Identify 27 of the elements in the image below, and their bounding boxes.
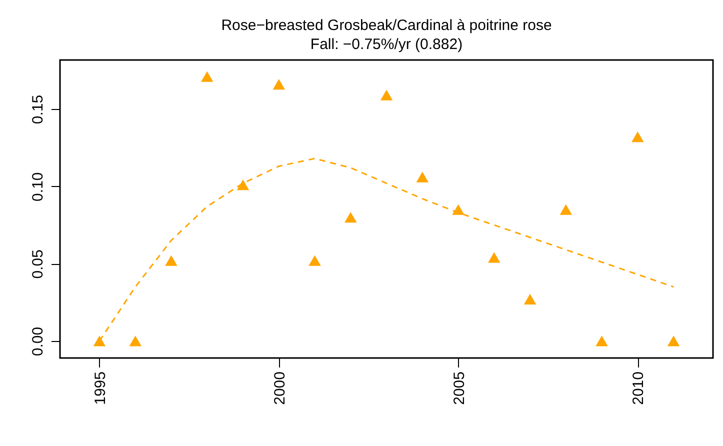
- point: [308, 255, 321, 266]
- point: [667, 336, 680, 346]
- y-tick-label: 0.15: [30, 94, 46, 124]
- point: [272, 78, 285, 90]
- y-tick-label: 0.05: [30, 250, 46, 279]
- point: [200, 71, 214, 82]
- y-tick-label: 0.10: [30, 172, 46, 202]
- chart-title: Rose−breasted Grosbeak/Cardinal à poitrine rose: [221, 17, 552, 34]
- point: [632, 132, 644, 142]
- x-tick-label: 2010: [630, 372, 648, 405]
- point: [596, 336, 608, 346]
- x-tick-label: 2005: [450, 372, 468, 405]
- point: [416, 172, 429, 182]
- point: [129, 336, 142, 346]
- point: [236, 179, 250, 190]
- x-tick-label: 1995: [92, 372, 109, 405]
- point: [524, 294, 536, 305]
- x-tick-label: 2000: [271, 372, 288, 405]
- point: [560, 204, 572, 215]
- point: [344, 212, 357, 223]
- point: [93, 336, 106, 346]
- point: [452, 204, 464, 215]
- chart-subtitle: Fall: −0.75%/yr (0.882): [310, 36, 463, 53]
- point: [488, 252, 500, 263]
- point: [380, 90, 393, 100]
- point: [165, 255, 178, 266]
- y-tick-label: 0.00: [30, 326, 46, 356]
